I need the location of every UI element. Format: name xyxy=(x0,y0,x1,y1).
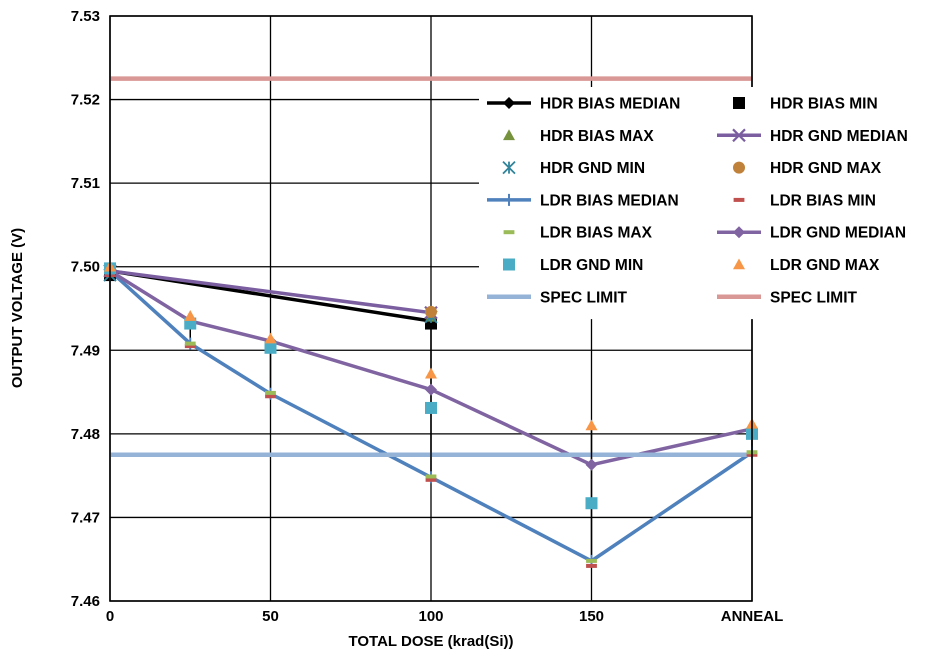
legend-item: LDR GND MIN xyxy=(503,257,643,274)
legend-label: SPEC LIMIT xyxy=(540,289,628,306)
x-tick-label: 0 xyxy=(106,608,114,625)
legend-marker xyxy=(503,97,515,109)
legend-item: LDR GND MAX xyxy=(733,257,880,274)
legend-item: LDR BIAS MIN xyxy=(733,192,876,209)
x-tick-label: 100 xyxy=(418,608,443,625)
legend-marker xyxy=(733,258,745,270)
legend-marker xyxy=(733,226,745,239)
y-tick-label: 7.49 xyxy=(71,342,100,359)
axes: 7.46 7.47 7.48 7.49 7.50 7.51 7.52 7.53 0 50 100 15… xyxy=(71,8,783,625)
legend-marker xyxy=(502,160,516,175)
x-tick-label: 150 xyxy=(579,608,604,625)
hdr-gnd-max-point xyxy=(425,305,437,318)
y-tick-label: 7.46 xyxy=(71,593,100,610)
ldr-gnd-min-point xyxy=(264,341,277,354)
legend-marker xyxy=(733,161,745,174)
legend-label: SPEC LIMIT xyxy=(770,289,858,306)
legend-label: LDR GND MEDIAN xyxy=(770,225,906,242)
legend-item: HDR BIAS MAX xyxy=(503,128,654,145)
ldr-bias-max-point xyxy=(265,390,276,395)
ldr-bias-min-point xyxy=(265,394,276,399)
legend-label: HDR BIAS MEDIAN xyxy=(540,96,680,113)
legend-item: LDR BIAS MAX xyxy=(503,225,653,242)
legend-marker xyxy=(503,258,515,271)
ldr-bias-min-point xyxy=(586,563,597,568)
legend: HDR BIAS MEDIAN HDR BIAS MIN HDR BIAS MAX H… xyxy=(479,87,939,320)
y-tick-label: 7.50 xyxy=(71,259,100,276)
ldr-gnd-max-point xyxy=(425,367,437,379)
x-tick-label: ANNEAL xyxy=(721,608,784,625)
ldr-bias-max-point xyxy=(184,341,196,346)
legend-marker xyxy=(503,129,515,141)
legend-marker xyxy=(503,230,515,235)
ldr-gnd-min-point xyxy=(425,401,437,414)
y-tick-label: 7.51 xyxy=(71,175,100,192)
x-tick-label: 50 xyxy=(262,608,279,625)
legend-label: LDR BIAS MIN xyxy=(770,192,876,209)
ldr-gnd-max-point xyxy=(264,332,277,344)
y-tick-label: 7.52 xyxy=(71,92,100,109)
legend-item: HDR GND MIN xyxy=(502,160,645,177)
legend-label: HDR GND MAX xyxy=(770,160,882,177)
legend-item: SPEC LIMIT xyxy=(717,289,858,306)
ldr-gnd-max-point xyxy=(184,310,197,321)
ldr-gnd-min-point xyxy=(585,497,598,510)
ldr-bias-median-series xyxy=(108,269,753,563)
y-tick-label: 7.48 xyxy=(71,426,100,443)
ldr-gnd-median-point xyxy=(585,458,598,471)
hdr-gnd-median-line xyxy=(109,269,432,315)
legend-item: LDR BIAS MEDIAN xyxy=(487,192,679,209)
legend-label: HDR GND MIN xyxy=(540,160,645,177)
legend-marker xyxy=(733,197,745,202)
legend-item: HDR BIAS MIN xyxy=(733,96,878,113)
y-tick-label: 7.53 xyxy=(71,8,100,25)
legend-item: HDR GND MEDIAN xyxy=(717,128,908,145)
legend-background xyxy=(479,87,939,320)
legend-label: HDR GND MEDIAN xyxy=(770,128,908,145)
ldr-gnd-median-point xyxy=(425,383,437,396)
legend-label: LDR BIAS MEDIAN xyxy=(540,192,679,209)
ldr-gnd-max-point xyxy=(585,419,598,431)
ldr-bias-min-point xyxy=(425,477,437,482)
legend-item: HDR GND MAX xyxy=(733,160,882,177)
legend-label: LDR GND MIN xyxy=(540,257,643,274)
y-tick-label: 7.47 xyxy=(71,509,100,526)
x-axis-title: TOTAL DOSE (krad(Si)) xyxy=(348,633,513,650)
legend-item: LDR GND MEDIAN xyxy=(717,225,906,242)
ldr-bias-max-point xyxy=(425,474,437,479)
y-axis-title: OUTPUT VOLTAGE (V) xyxy=(9,228,26,388)
legend-item: HDR BIAS MEDIAN xyxy=(487,96,680,113)
legend-label: LDR BIAS MAX xyxy=(540,225,653,242)
legend-item: SPEC LIMIT xyxy=(487,289,628,306)
legend-label: HDR BIAS MIN xyxy=(770,96,878,113)
ldr-gnd-max-markers xyxy=(104,260,758,431)
hdr-gnd-median-series xyxy=(109,269,432,315)
ldr-bias-median-line xyxy=(108,269,753,563)
legend-label: HDR BIAS MAX xyxy=(540,128,654,145)
ldr-gnd-median-line xyxy=(109,269,753,467)
legend-marker xyxy=(733,97,745,109)
legend-marker xyxy=(732,128,746,143)
legend-label: LDR GND MAX xyxy=(770,257,880,274)
ldr-bias-min-point xyxy=(184,344,196,349)
ldr-bias-max-point xyxy=(586,558,597,563)
ldr-gnd-median-series xyxy=(109,269,753,467)
